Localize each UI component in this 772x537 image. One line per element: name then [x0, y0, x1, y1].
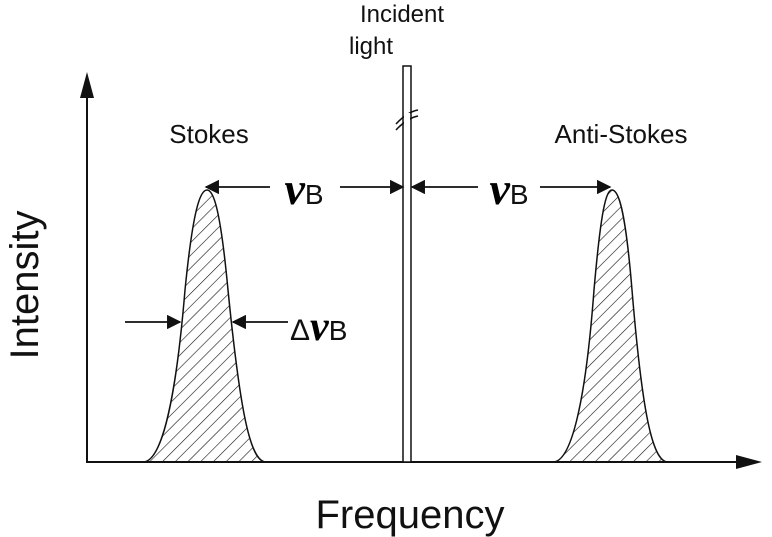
incident-light-label-line2: light: [349, 33, 393, 60]
x-axis-arrowhead: [736, 455, 762, 469]
incident-light-line: [402, 65, 412, 463]
subscript-b: B: [305, 179, 324, 210]
incident-line-break-gap: [404, 113, 410, 124]
anti-stokes-peak: [552, 189, 669, 463]
stokes-peak: [142, 189, 267, 463]
delta-symbol: Δ: [290, 314, 310, 347]
stokes-label: Stokes: [169, 119, 249, 149]
right-shift-label: νB: [489, 163, 528, 214]
nu-symbol: ν: [310, 304, 330, 350]
subscript-b: B: [329, 315, 348, 346]
y-axis-title: Intensity: [3, 211, 47, 360]
y-axis-arrowhead: [80, 72, 94, 98]
subscript-b: B: [510, 179, 529, 210]
linewidth-label: ΔνB: [290, 304, 347, 350]
anti-stokes-label: Anti-Stokes: [555, 119, 688, 149]
incident-light-label-line1: Incident: [360, 1, 444, 28]
left-shift-label: νB: [284, 163, 323, 214]
nu-symbol: ν: [284, 163, 305, 214]
nu-symbol: ν: [489, 163, 510, 214]
x-axis-title: Frequency: [316, 493, 505, 537]
